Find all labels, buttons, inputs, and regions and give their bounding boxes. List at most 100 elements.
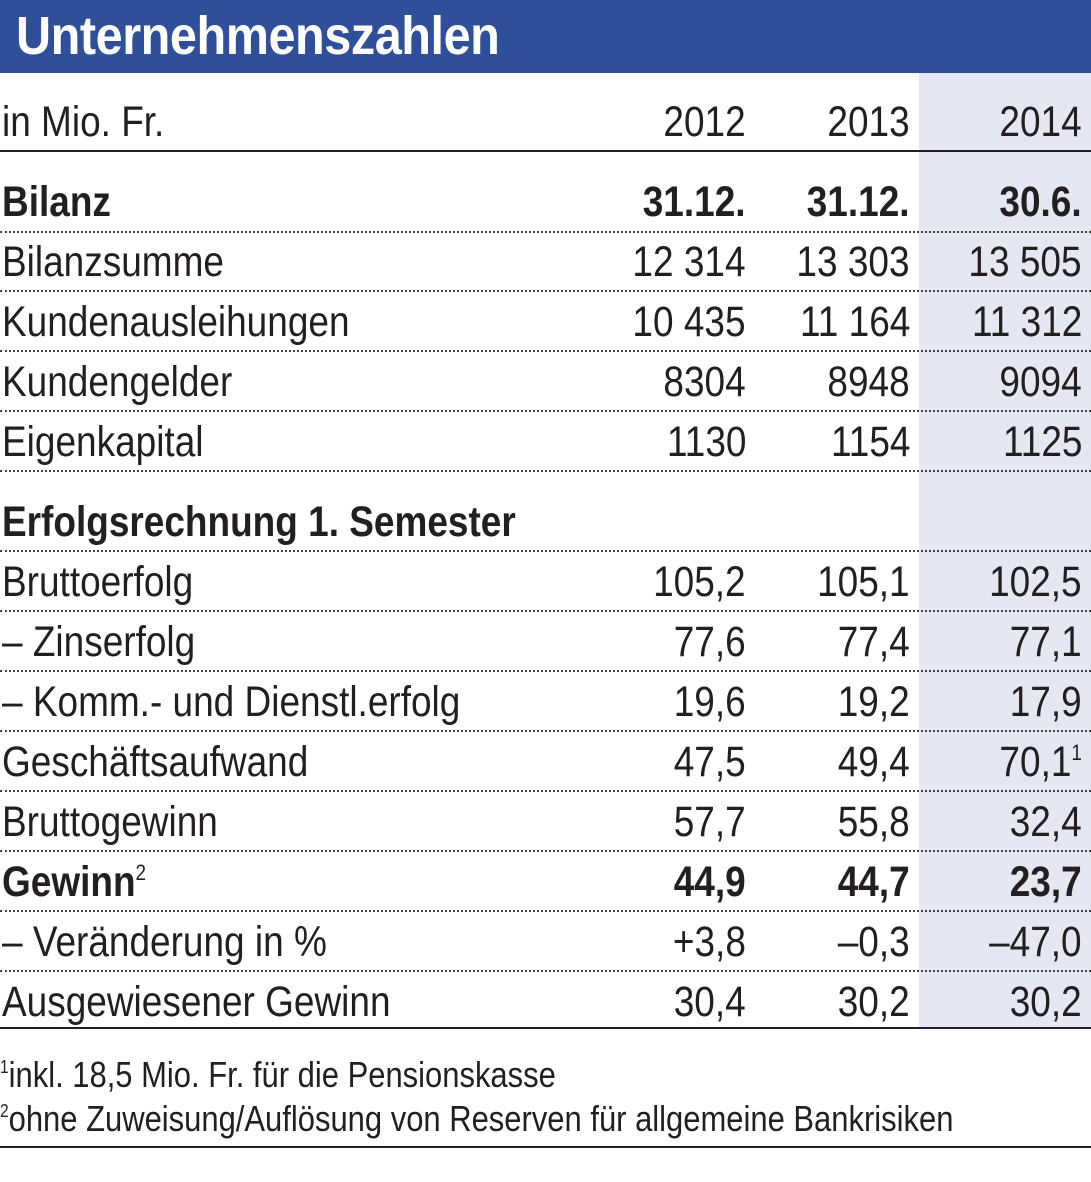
value-text: 70,1	[999, 738, 1072, 786]
value-cell: 1125	[1002, 418, 1082, 466]
value-cell: 13 303	[796, 238, 910, 286]
value-cell: 11 164	[799, 298, 910, 346]
row-divider	[0, 350, 1091, 352]
row-label: Kundenausleihungen	[2, 298, 350, 346]
value-cell: 1154	[830, 418, 910, 466]
footnote-mark: 2	[135, 860, 147, 885]
row-divider	[0, 550, 1091, 552]
value-cell: 8948	[827, 358, 910, 406]
table-row: Bruttoerfolg 105,2 105,1 102,5	[0, 552, 1091, 612]
row-label: – Veränderung in %	[2, 918, 327, 966]
row-divider	[0, 410, 1091, 412]
year-2013: 2013	[827, 98, 910, 146]
value-cell: 105,2	[653, 558, 746, 606]
row-divider	[0, 850, 1091, 852]
value-cell: 57,7	[674, 798, 746, 846]
value-cell: 9094	[999, 358, 1082, 406]
section-bilanz: Bilanz 31.12. 31.12. 30.6.	[0, 172, 1091, 232]
table-row: – Komm.- und Dienstl.erfolg 19,6 19,2 17…	[0, 672, 1091, 732]
value-cell: 30,2	[838, 978, 910, 1026]
unit-label: in Mio. Fr.	[2, 98, 165, 146]
table-row: – Veränderung in % +3,8 –0,3 –47,0	[0, 912, 1091, 972]
value-cell: 77,4	[838, 618, 910, 666]
value-cell: 49,4	[838, 738, 910, 786]
row-divider	[0, 910, 1091, 912]
page-title: Unternehmenszahlen	[16, 6, 500, 66]
row-divider	[0, 970, 1091, 972]
row-label: Gewinn	[2, 858, 136, 906]
value-cell: 30,4	[674, 978, 746, 1026]
header-row: in Mio. Fr. 2012 2013 2014	[0, 92, 1091, 152]
footer-rule	[0, 1146, 1091, 1148]
row-divider	[0, 790, 1091, 792]
row-divider	[0, 290, 1091, 292]
date-cell: 31.12.	[807, 178, 910, 226]
table-row: Bruttogewinn 57,7 55,8 32,4	[0, 792, 1091, 852]
value-cell: 19,6	[674, 678, 746, 726]
value-cell: 77,1	[1010, 618, 1082, 666]
row-label: Kundengelder	[2, 358, 233, 406]
table-row: Kundenausleihungen 10 435 11 164 11 312	[0, 292, 1091, 352]
value-cell: 105,1	[817, 558, 910, 606]
value-cell: 8304	[663, 358, 746, 406]
footnote-1: 1inkl. 18,5 Mio. Fr. für die Pensionskas…	[0, 1054, 556, 1102]
value-cell: 19,2	[838, 678, 910, 726]
row-label: – Zinserfolg	[2, 618, 196, 666]
footnote-mark: 2	[0, 1101, 9, 1121]
footnote-2: 2ohne Zuweisung/Auflösung von Reserven f…	[0, 1098, 953, 1146]
value-cell: 77,6	[674, 618, 746, 666]
value-cell: 10 435	[632, 298, 746, 346]
row-label: Geschäftsaufwand	[2, 738, 309, 786]
row-label: Bruttogewinn	[2, 798, 218, 846]
value-cell: 32,4	[1010, 798, 1082, 846]
section-erfolgsrechnung: Erfolgsrechnung 1. Semester	[0, 492, 1091, 552]
footnote-text: inkl. 18,5 Mio. Fr. für die Pensionskass…	[8, 1054, 556, 1095]
value-cell: 102,5	[989, 558, 1082, 606]
footnote-mark: 1	[1071, 740, 1082, 765]
row-divider	[0, 610, 1091, 612]
value-cell: –0,3	[838, 918, 910, 966]
date-cell: 30.6.	[999, 178, 1082, 226]
value-cell: +3,8	[672, 918, 746, 966]
row-divider	[0, 730, 1091, 732]
section-label: Bilanz	[2, 178, 111, 226]
footnote-mark: 1	[0, 1057, 9, 1077]
value-cell: 11 312	[971, 298, 1082, 346]
title-bar: Unternehmenszahlen	[0, 0, 1091, 73]
gewinn-row: Gewinn2 44,9 44,7 23,7	[0, 852, 1091, 912]
year-2014: 2014	[999, 98, 1082, 146]
date-cell: 31.12.	[643, 178, 746, 226]
row-label: Eigenkapital	[2, 418, 204, 466]
row-divider	[0, 470, 1091, 472]
value-cell-with-footnote: 70,11	[999, 732, 1082, 792]
value-cell: 30,2	[1010, 978, 1082, 1026]
value-cell: 44,7	[838, 858, 910, 906]
value-cell: 23,7	[1010, 858, 1082, 906]
table-row: – Zinserfolg 77,6 77,4 77,1	[0, 612, 1091, 672]
year-2012: 2012	[663, 98, 746, 146]
value-cell: 44,9	[674, 858, 746, 906]
row-label: Ausgewiesener Gewinn	[2, 978, 391, 1026]
header-rule	[0, 150, 1091, 152]
value-cell: 13 505	[968, 238, 1082, 286]
table-row: Geschäftsaufwand 47,5 49,4 70,11	[0, 732, 1091, 792]
value-cell: 17,9	[1010, 678, 1082, 726]
value-cell: 55,8	[838, 798, 910, 846]
table-row: Bilanzsumme 12 314 13 303 13 505	[0, 232, 1091, 292]
section-label: Erfolgsrechnung 1. Semester	[2, 498, 516, 546]
value-cell: 1130	[666, 418, 746, 466]
row-label: – Komm.- und Dienstl.erfolg	[2, 678, 461, 726]
table-row: Eigenkapital 1130 1154 1125	[0, 412, 1091, 472]
footnote-text: ohne Zuweisung/Auflösung von Reserven fü…	[8, 1098, 954, 1139]
row-divider	[0, 231, 1091, 233]
table-bottom-rule	[0, 1027, 1091, 1029]
row-divider	[0, 670, 1091, 672]
row-label: Bruttoerfolg	[2, 558, 194, 606]
row-label-with-footnote: Gewinn2	[2, 852, 146, 912]
row-label: Bilanzsumme	[2, 238, 224, 286]
table-row: Ausgewiesener Gewinn 30,4 30,2 30,2	[0, 972, 1091, 1032]
value-cell: 12 314	[632, 238, 746, 286]
table-row: Kundengelder 8304 8948 9094	[0, 352, 1091, 412]
value-cell: 47,5	[674, 738, 746, 786]
value-cell: –47,0	[989, 918, 1082, 966]
